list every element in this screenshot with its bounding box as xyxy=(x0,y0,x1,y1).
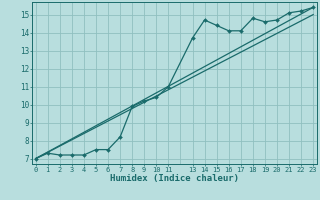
X-axis label: Humidex (Indice chaleur): Humidex (Indice chaleur) xyxy=(110,174,239,183)
